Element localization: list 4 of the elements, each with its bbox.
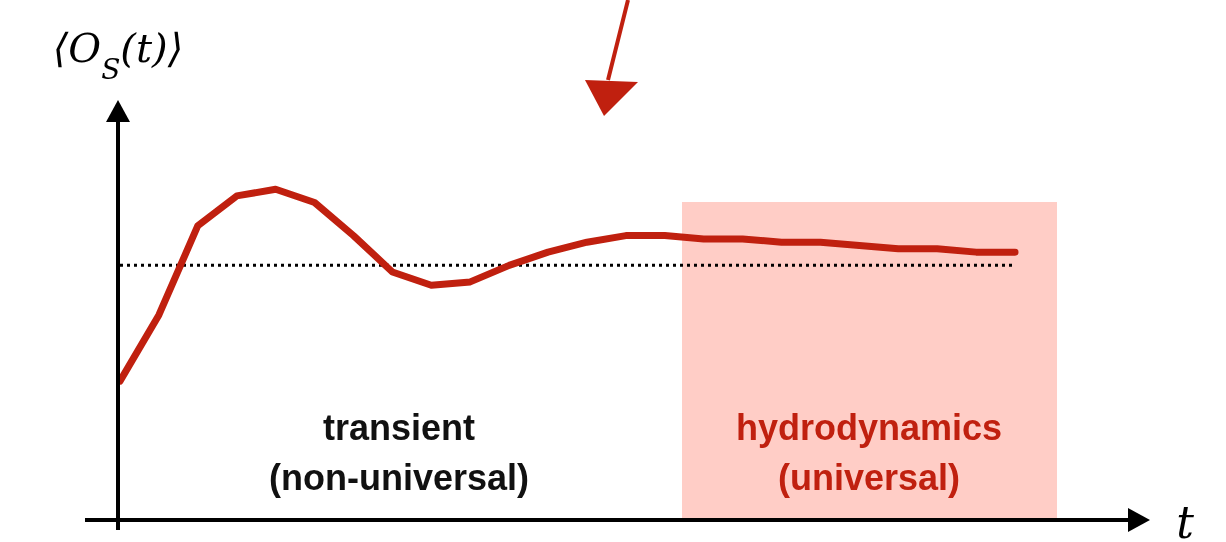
annotation: transient (non-universal)	[268, 407, 530, 498]
annotation: hydrodynamics (universal)	[735, 407, 1003, 498]
x-axis-title: t	[1176, 497, 1195, 542]
y-axis-title: ⟨O$_{S}$(t)⟩	[52, 25, 184, 86]
